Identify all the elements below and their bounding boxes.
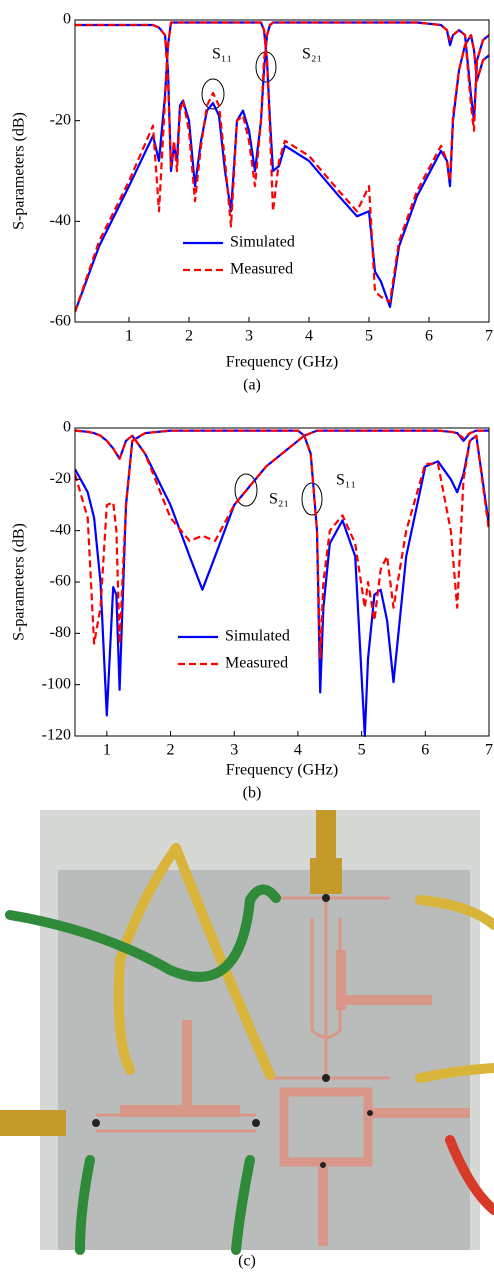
caption: (c) <box>238 1253 256 1270</box>
y-tick-label: -100 <box>42 675 71 692</box>
series-line <box>75 21 489 213</box>
annotation-circle <box>201 78 225 110</box>
series-line <box>75 429 489 661</box>
legend-label: Measured <box>230 261 293 278</box>
annotation-circle <box>301 482 323 516</box>
x-axis-label: Frequency (GHz) <box>226 762 338 779</box>
series-line <box>75 429 489 738</box>
series-line <box>75 21 489 313</box>
series-line <box>75 429 489 542</box>
legend-label: Measured <box>225 655 288 672</box>
plot-lines <box>75 429 489 738</box>
caption: (a) <box>243 377 261 394</box>
annotation: S₂₁ <box>302 46 322 63</box>
x-tick-label: 2 <box>185 328 193 345</box>
y-tick-label: -60 <box>50 573 71 590</box>
annotation-circle <box>234 473 258 507</box>
y-tick-label: 0 <box>63 419 71 436</box>
y-tick-label: -20 <box>50 470 71 487</box>
plot-frame <box>74 427 490 737</box>
x-tick-label: 6 <box>421 742 429 759</box>
plot-frame <box>74 19 490 323</box>
annotation: S₂₁ <box>269 491 289 508</box>
x-tick-label: 4 <box>305 328 313 345</box>
y-tick-label: -120 <box>42 727 71 744</box>
y-tick-label: -40 <box>50 521 71 538</box>
x-tick-label: 5 <box>365 328 373 345</box>
y-axis-label: S-parameters (dB) <box>11 523 28 641</box>
annotation: S₁₁ <box>336 472 356 489</box>
y-tick-label: -40 <box>50 212 71 229</box>
x-tick-label: 7 <box>485 742 493 759</box>
plot-lines <box>75 21 489 313</box>
x-tick-label: 3 <box>230 742 238 759</box>
x-tick-label: 2 <box>167 742 175 759</box>
x-tick-label: 7 <box>485 328 493 345</box>
pcb-photo <box>0 810 494 1255</box>
annotation: S₁₁ <box>212 46 232 63</box>
x-tick-label: 1 <box>125 328 133 345</box>
x-tick-label: 6 <box>425 328 433 345</box>
legend-label: Simulated <box>230 234 295 251</box>
y-tick-label: -80 <box>50 624 71 641</box>
caption: (b) <box>243 785 262 802</box>
legend-label: Simulated <box>225 628 290 645</box>
x-tick-label: 4 <box>294 742 302 759</box>
x-axis-label: Frequency (GHz) <box>226 354 338 371</box>
x-tick-label: 5 <box>358 742 366 759</box>
y-tick-label: -20 <box>50 111 71 128</box>
x-tick-label: 3 <box>245 328 253 345</box>
x-tick-label: 1 <box>103 742 111 759</box>
series-line <box>75 21 489 228</box>
y-axis-label: S-parameters (dB) <box>11 112 28 230</box>
y-tick-label: 0 <box>63 11 71 28</box>
y-tick-label: -60 <box>50 313 71 330</box>
